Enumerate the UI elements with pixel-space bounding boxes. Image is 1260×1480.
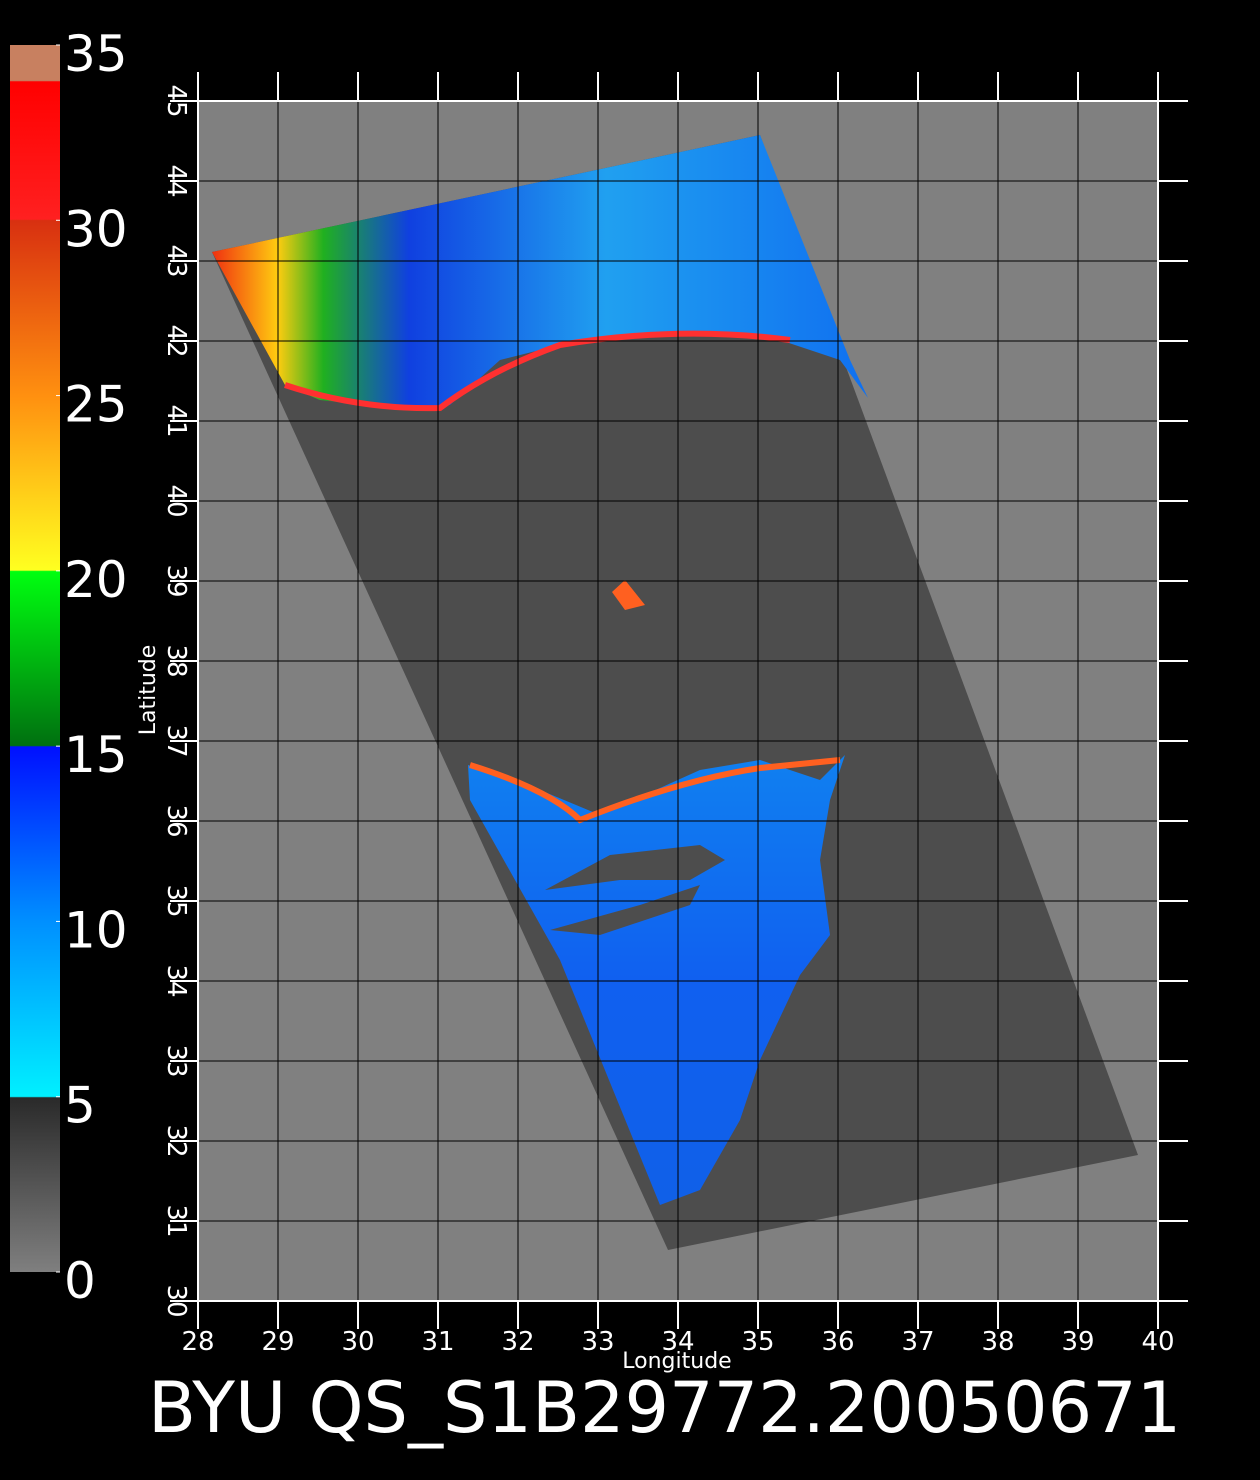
land: [550, 885, 700, 935]
y-tick-label: 39: [161, 564, 191, 597]
colorbar-label: 5: [64, 1077, 96, 1135]
x-tick-label: 29: [261, 1327, 294, 1357]
map-title: BYU QS_S1B29772.20050671: [148, 1367, 1181, 1449]
colorbar-label: 25: [64, 376, 128, 434]
x-tick-label: 35: [741, 1327, 774, 1357]
x-tick-label: 32: [501, 1327, 534, 1357]
y-tick-label: 43: [161, 244, 191, 277]
y-tick-label: 31: [161, 1204, 191, 1237]
wind-field-south: [468, 755, 845, 1205]
x-tick-label: 31: [421, 1327, 454, 1357]
y-tick-label: 41: [161, 404, 191, 437]
land: [545, 845, 725, 890]
coast-edge: [469, 757, 841, 824]
colorbar-label: 20: [64, 551, 128, 609]
y-tick-label: 44: [161, 164, 191, 197]
colorbar-label: 0: [64, 1252, 96, 1310]
colorbar-label: 35: [64, 25, 128, 83]
y-tick-label: 42: [161, 324, 191, 357]
colorbar-label: 30: [64, 200, 128, 258]
x-tick-label: 40: [1141, 1327, 1174, 1357]
x-tick-label: 34: [661, 1327, 694, 1357]
y-tick-label: 38: [161, 644, 191, 677]
x-tick-label: 38: [981, 1327, 1014, 1357]
x-axis-label: Longitude: [622, 1349, 731, 1374]
frame: [197, 100, 1159, 1302]
swath: [212, 135, 1138, 1250]
colorbar-label: 15: [64, 726, 128, 784]
y-tick-label: 32: [161, 1124, 191, 1157]
spot: [612, 580, 645, 610]
y-tick-label: 34: [161, 964, 191, 997]
x-tick-label: 30: [341, 1327, 374, 1357]
x-tick-label: 28: [181, 1327, 214, 1357]
y-axis-label: Latitude: [136, 645, 161, 736]
colorbar-label: 10: [64, 901, 128, 959]
x-tick-label: 33: [581, 1327, 614, 1357]
y-tick-label: 33: [161, 1044, 191, 1077]
x-tick-label: 36: [821, 1327, 854, 1357]
y-tick-label: 30: [161, 1284, 191, 1317]
coast-edge: [284, 330, 791, 412]
colorbar: [10, 45, 60, 1272]
x-tick-label: 39: [1061, 1327, 1094, 1357]
y-tick-label: 35: [161, 884, 191, 917]
x-tick-label: 37: [901, 1327, 934, 1357]
y-tick-label: 40: [161, 484, 191, 517]
y-tick-label: 45: [161, 84, 191, 117]
axes: 28 29 30 31 32 33 34 35 36 37 38 39 40 30 31 32 33 34 35 36…: [56, 25, 1188, 1357]
y-tick-label: 36: [161, 804, 191, 837]
y-tick-label: 37: [161, 724, 191, 757]
